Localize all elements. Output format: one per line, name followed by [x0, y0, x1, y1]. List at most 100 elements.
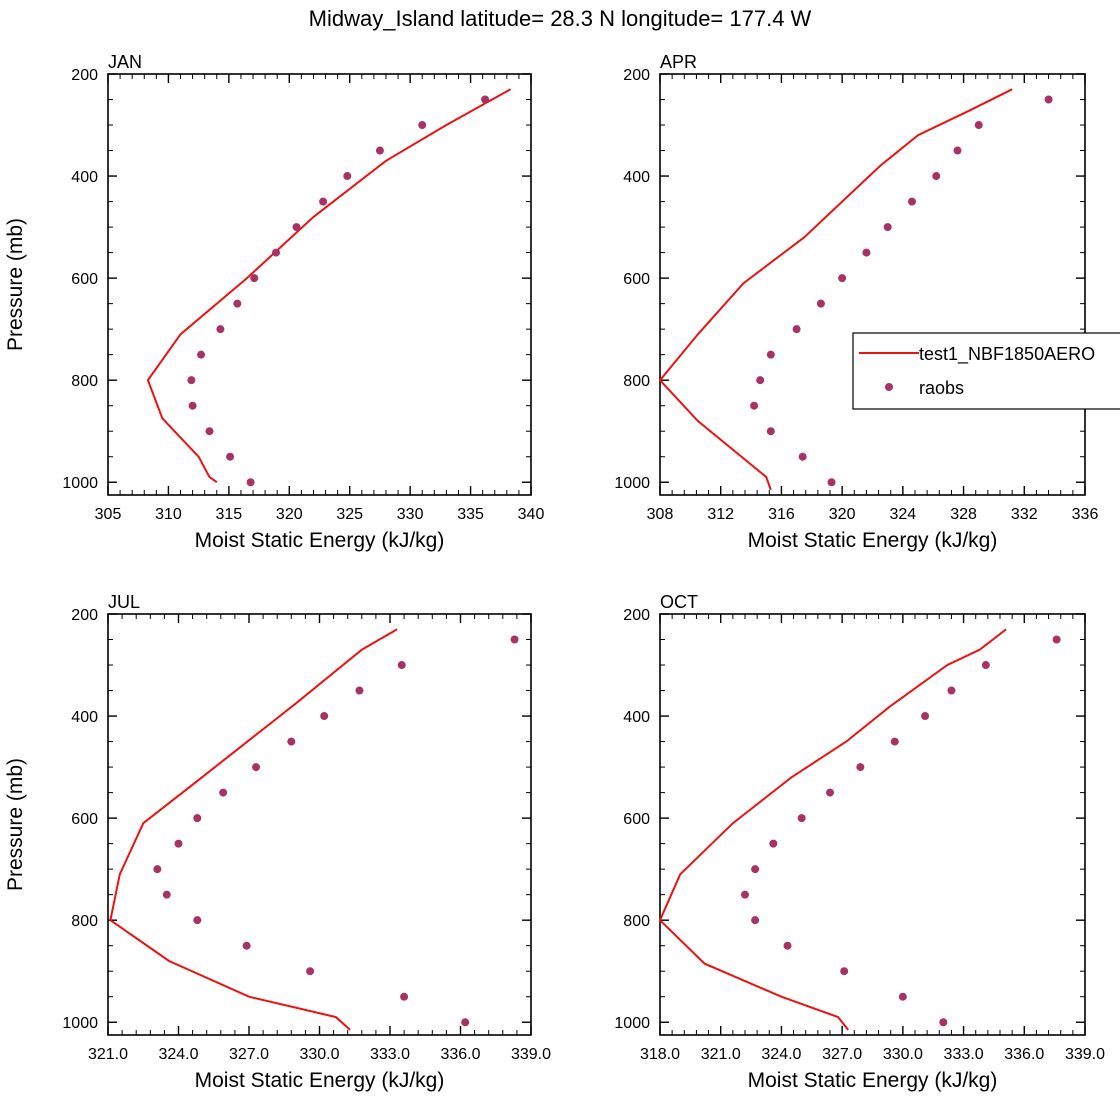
raobs-point — [840, 967, 849, 976]
raobs-point — [741, 890, 749, 899]
raobs-point — [1052, 635, 1061, 644]
raobs-point — [510, 635, 519, 644]
panel-jul: JUL 321.0 324.0 327.0 330.0 333.0 336.0 339.0 20… — [4, 592, 551, 1092]
raobs-point — [287, 737, 296, 746]
raobs-point — [798, 452, 807, 461]
x-axis-label: Moist Static Energy (kJ/kg) — [748, 529, 998, 552]
x-tick-label: 305 — [95, 506, 122, 523]
x-tick-label: 312 — [707, 506, 734, 523]
raobs-point — [838, 274, 847, 283]
raobs-point — [974, 121, 983, 130]
legend-box — [852, 332, 1120, 410]
raobs-point — [355, 686, 364, 695]
x-tick-label: 316 — [768, 506, 795, 523]
x-tick-label: 320 — [276, 506, 303, 523]
raobs-point — [320, 712, 329, 721]
raobs-point — [188, 401, 197, 410]
raobs-point — [343, 172, 352, 181]
legend-label: raobs — [919, 378, 964, 398]
raobs-point — [797, 814, 806, 823]
raobs-point — [219, 788, 228, 797]
raobs-point — [898, 992, 907, 1001]
x-tick-label: 340 — [518, 506, 545, 523]
raobs-point — [792, 325, 801, 334]
raobs-point — [751, 916, 760, 925]
x-axis-label: Moist Static Energy (kJ/kg) — [748, 1069, 998, 1092]
raobs-point — [751, 865, 760, 874]
y-tick-label: 200 — [71, 67, 98, 84]
plot-frame — [659, 613, 1086, 1036]
figure-title: Midway_Island latitude= 28.3 N longitude… — [309, 6, 812, 31]
x-tick-label: 308 — [647, 506, 674, 523]
x-tick-label: 321.0 — [88, 1046, 128, 1063]
raobs-point — [981, 661, 990, 670]
raobs-point — [375, 146, 384, 155]
x-tick-label: 324.0 — [158, 1046, 198, 1063]
raobs-point — [319, 197, 328, 206]
y-tick-label: 400 — [623, 169, 650, 186]
y-tick-label: 600 — [71, 811, 98, 828]
y-tick-label: 400 — [71, 709, 98, 726]
plot-frame — [107, 73, 532, 496]
x-tick-label: 325 — [336, 506, 363, 523]
raobs-point — [250, 274, 259, 283]
x-tick-label: 332 — [1011, 506, 1038, 523]
raobs-point — [907, 197, 916, 206]
y-tick-label: 200 — [71, 607, 98, 624]
raobs-point — [162, 890, 171, 899]
x-tick-label: 330.0 — [299, 1046, 339, 1063]
panel-title: JUL — [108, 592, 140, 612]
legend-label: test1_NBF1850AERO — [919, 344, 1095, 365]
x-tick-label: 330 — [397, 506, 424, 523]
panel-apr: APR 308 312 316 320 324 328 332 336 200 400 600 800 1… — [614, 52, 1098, 552]
raobs-point — [827, 478, 836, 487]
model-line — [109, 628, 398, 1031]
raobs-point — [271, 248, 280, 257]
y-tick-label: 800 — [71, 373, 98, 390]
y-tick-label: 1000 — [62, 475, 98, 492]
y-tick-label: 600 — [623, 271, 650, 288]
raobs-point — [292, 223, 301, 232]
raobs-point — [756, 376, 765, 385]
raobs-point — [890, 737, 899, 746]
x-tick-label: 333.0 — [370, 1046, 410, 1063]
y-tick-label: 600 — [71, 271, 98, 288]
panel-title: OCT — [660, 592, 698, 612]
raobs-point — [1044, 95, 1053, 104]
raobs-point — [783, 941, 792, 950]
raobs-point — [242, 941, 251, 950]
raobs-point — [252, 763, 261, 772]
raobs-point — [862, 248, 871, 257]
x-tick-label: 321.0 — [701, 1046, 741, 1063]
x-tick-label: 336 — [1072, 506, 1099, 523]
y-axis-label: Pressure (mb) — [4, 758, 27, 891]
raobs-point — [769, 839, 778, 848]
raobs-point — [226, 452, 235, 461]
y-tick-label: 1000 — [62, 1015, 98, 1032]
x-tick-label: 333.0 — [944, 1046, 984, 1063]
raobs-point — [750, 401, 759, 410]
raobs-point — [153, 865, 162, 874]
x-tick-label: 315 — [216, 506, 243, 523]
raobs-point — [418, 121, 427, 130]
raobs-point — [816, 299, 825, 308]
panel-title: APR — [660, 52, 697, 72]
y-tick-label: 200 — [623, 607, 650, 624]
panel-jan: JAN 305 310 315 320 325 330 335 340 200 400 600 800 1… — [4, 52, 544, 552]
raobs-point — [233, 299, 242, 308]
y-tick-label: 200 — [623, 67, 650, 84]
x-tick-label: 327.0 — [822, 1046, 862, 1063]
raobs-point — [193, 916, 202, 925]
x-tick-label: 320 — [829, 506, 856, 523]
x-tick-label: 339.0 — [511, 1046, 551, 1063]
y-tick-label: 600 — [623, 811, 650, 828]
raobs-point — [953, 146, 962, 155]
y-tick-label: 1000 — [614, 475, 650, 492]
raobs-point — [400, 992, 409, 1001]
y-tick-label: 800 — [71, 913, 98, 930]
model-line — [658, 88, 1013, 491]
x-tick-label: 336.0 — [440, 1046, 480, 1063]
x-tick-label: 328 — [950, 506, 977, 523]
raobs-point — [197, 350, 206, 359]
raobs-point — [193, 814, 202, 823]
